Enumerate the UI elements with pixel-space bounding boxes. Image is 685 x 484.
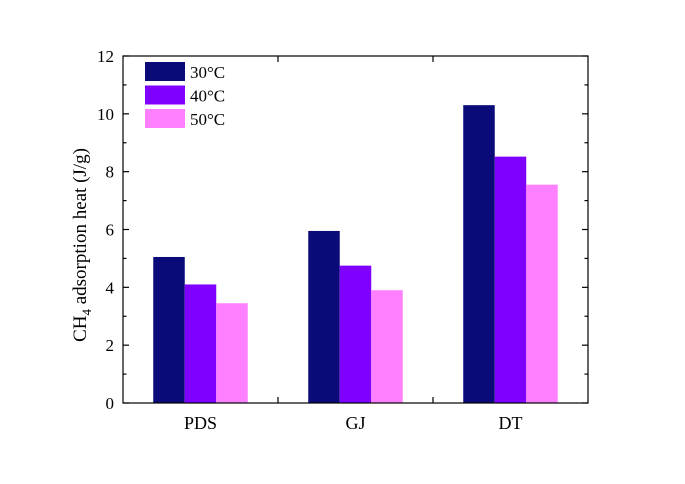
y-tick-label: 10 [97, 105, 114, 124]
y-tick-label: 6 [106, 221, 115, 240]
y-ticks: 0 2 4 6 8 10 12 [97, 47, 588, 413]
legend: 30°C 40°C 50°C [145, 62, 225, 129]
x-tick-label-gj: GJ [345, 413, 365, 433]
y-axis-label: CH4 adsorption heat (J/g) [70, 148, 94, 342]
x-tick-label-pds: PDS [184, 413, 217, 433]
y-tick-label: 12 [97, 47, 114, 66]
legend-swatch-2 [145, 85, 185, 105]
legend-label-2: 40°C [190, 87, 225, 106]
legend-swatch-3 [145, 109, 185, 128]
y-axis-label-subscript: 4 [79, 309, 94, 316]
y-axis-label-suffix: adsorption heat (J/g) [70, 148, 91, 309]
bar-dt-series-3 [526, 184, 558, 403]
bar-gj-series-1 [308, 230, 340, 403]
bar-gj-series-2 [339, 265, 372, 403]
bars-layer [153, 105, 558, 404]
y-tick-label: 8 [106, 163, 115, 182]
bar-pds-series-3 [216, 303, 248, 403]
y-tick-label: 4 [106, 278, 115, 297]
x-ticks: PDS GJ DT [184, 56, 523, 433]
legend-label-1: 30°C [190, 63, 225, 82]
bar-pds-series-1 [153, 256, 185, 403]
y-axis-label-prefix: CH [70, 315, 91, 342]
legend-label-3: 50°C [190, 110, 225, 129]
bar-dt-series-1 [463, 105, 495, 404]
bar-gj-series-3 [371, 290, 403, 403]
y-tick-label: 2 [106, 336, 115, 355]
bar-dt-series-2 [494, 156, 527, 403]
y-tick-label: 0 [106, 394, 115, 413]
legend-swatch-1 [145, 62, 185, 81]
x-tick-label-dt: DT [499, 413, 523, 433]
bar-pds-series-2 [184, 284, 217, 403]
